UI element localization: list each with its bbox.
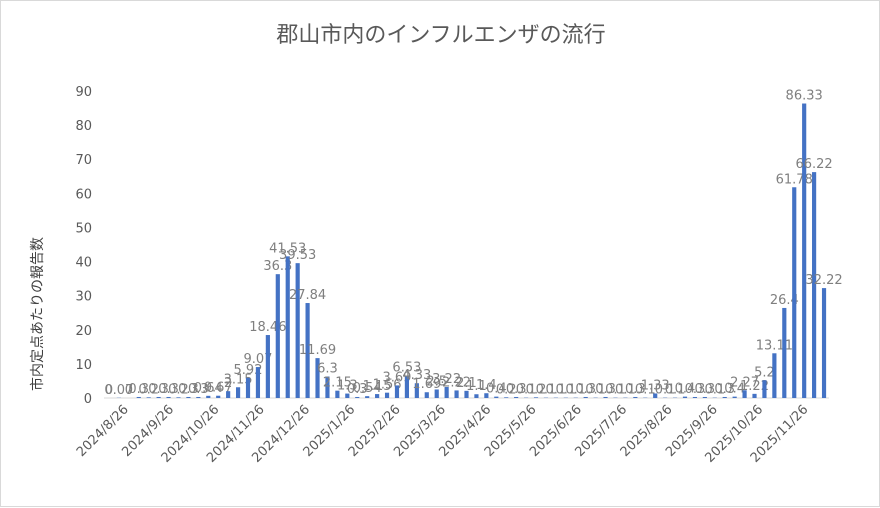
bar [206, 396, 210, 398]
data-label: 32.22 [805, 273, 842, 288]
bar [762, 380, 766, 398]
bar [792, 187, 796, 398]
bar [276, 274, 280, 398]
bar [246, 378, 250, 398]
bar [176, 397, 180, 398]
data-label: 61.78 [776, 172, 813, 187]
bar [723, 397, 727, 398]
y-tick-label: 60 [75, 187, 92, 202]
data-label: 5.2 [754, 365, 775, 380]
bar [286, 256, 290, 398]
bar [752, 394, 756, 398]
data-label: 18.46 [249, 320, 286, 335]
bar [693, 397, 697, 398]
y-tick-label: 30 [75, 290, 92, 305]
data-label: 27.84 [289, 288, 326, 303]
bar [256, 367, 260, 398]
y-tick-label: 0 [84, 392, 92, 407]
data-label: 86.33 [786, 89, 823, 104]
y-tick-label: 80 [75, 119, 92, 134]
y-tick-label: 10 [75, 358, 92, 373]
bar [782, 308, 786, 398]
y-tick-label: 50 [75, 221, 92, 236]
y-tick-label: 90 [75, 85, 92, 100]
bar [425, 392, 429, 398]
bar [385, 393, 389, 398]
y-tick-label: 40 [75, 256, 92, 271]
bar [395, 385, 399, 398]
bar [365, 396, 369, 398]
bar [504, 397, 508, 398]
bar [435, 389, 439, 398]
data-label: 13.11 [756, 338, 793, 353]
bar [822, 288, 826, 398]
bar [226, 391, 230, 398]
bar [802, 104, 806, 398]
bar [196, 397, 200, 398]
bar [236, 387, 240, 398]
data-label: 11.69 [299, 343, 336, 358]
y-tick-label: 70 [75, 153, 92, 168]
bar [157, 397, 161, 398]
y-tick-label: 20 [75, 324, 92, 339]
bar [216, 396, 220, 398]
data-label: 66.22 [795, 157, 832, 172]
bar [454, 390, 458, 398]
data-label: 6.3 [317, 362, 338, 377]
bar [772, 353, 776, 398]
bar [266, 335, 270, 398]
bar [296, 263, 300, 398]
data-label: 39.53 [279, 248, 316, 263]
bar [375, 394, 379, 398]
bar [733, 397, 737, 398]
bar [474, 394, 478, 398]
bar [355, 397, 359, 398]
bar [186, 397, 190, 398]
bar [147, 397, 151, 398]
